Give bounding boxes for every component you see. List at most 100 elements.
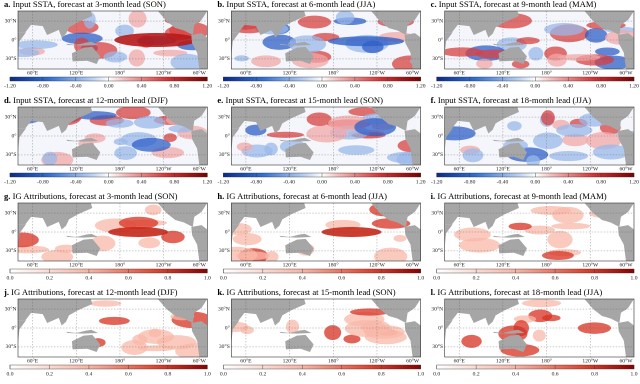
lon-label: 180° bbox=[541, 165, 552, 172]
anomaly bbox=[285, 319, 300, 334]
colorbar-label: -0.80 bbox=[464, 179, 476, 185]
lat-label: 0° bbox=[11, 228, 16, 235]
land bbox=[231, 32, 240, 56]
colorbar-label: 1.20 bbox=[416, 179, 426, 185]
anomaly bbox=[114, 146, 137, 160]
anomaly bbox=[526, 155, 541, 165]
lon-label: 60°E bbox=[454, 357, 466, 364]
map-frame bbox=[17, 10, 208, 70]
lon-label: 60°W bbox=[193, 261, 207, 268]
anomaly bbox=[558, 54, 601, 61]
panel-label: h. bbox=[217, 191, 224, 201]
lon-label: 60°W bbox=[193, 69, 207, 76]
panel-title: a. Input SSTA, forecast at 3-month lead … bbox=[4, 0, 166, 9]
map bbox=[18, 107, 208, 165]
colorbar-label: -1.20 bbox=[218, 83, 230, 89]
lat-label: 0° bbox=[225, 36, 230, 43]
lon-label: 60°W bbox=[193, 357, 207, 364]
lat-label: 30°N bbox=[218, 17, 230, 24]
colorbar-label: -1.20 bbox=[431, 83, 443, 89]
anomaly bbox=[532, 329, 546, 342]
anomaly bbox=[461, 334, 482, 348]
anomaly bbox=[476, 58, 493, 69]
colorbar bbox=[436, 268, 635, 274]
lon-label: 60°W bbox=[406, 69, 420, 76]
lon-label: 120°E bbox=[69, 357, 84, 364]
lon-label: 60°W bbox=[193, 165, 207, 172]
colorbar-label: 0.80 bbox=[383, 179, 393, 185]
colorbar-label: 0.2 bbox=[46, 371, 53, 377]
anomaly bbox=[128, 49, 145, 67]
anomaly bbox=[364, 329, 407, 345]
colorbar-label: -1.20 bbox=[4, 83, 16, 89]
land bbox=[18, 11, 93, 38]
panel-label: g. bbox=[4, 191, 10, 201]
anomaly bbox=[262, 34, 297, 50]
colorbar-label: 0.6 bbox=[552, 275, 559, 281]
colorbar-label: 0.2 bbox=[259, 275, 266, 281]
lon-label: 120°E bbox=[283, 165, 298, 172]
colorbar-label: 1.20 bbox=[416, 83, 426, 89]
colorbar-label: 0.80 bbox=[170, 83, 180, 89]
anomaly bbox=[547, 230, 573, 249]
land bbox=[444, 299, 519, 326]
anomaly bbox=[543, 22, 584, 36]
land bbox=[231, 11, 306, 38]
lon-label: 60°E bbox=[27, 261, 39, 268]
colorbar-label: 0.4 bbox=[85, 275, 92, 281]
panel-title: e. Input SSTA, forecast at 15-month lead… bbox=[217, 95, 383, 105]
anomaly bbox=[458, 237, 501, 253]
lon-label: 60°W bbox=[619, 357, 633, 364]
anomaly bbox=[343, 334, 361, 344]
lat-label: 0° bbox=[225, 132, 230, 139]
colorbar-label: 0.40 bbox=[563, 179, 573, 185]
lon-label: 120°W bbox=[156, 261, 173, 268]
colorbar-label: 0.0 bbox=[220, 275, 227, 281]
colorbar-label: -0.80 bbox=[250, 179, 262, 185]
lat-label: 30°N bbox=[5, 17, 17, 24]
land bbox=[617, 33, 634, 69]
colorbar-label: 0.2 bbox=[259, 371, 266, 377]
colorbar-label: -0.40 bbox=[70, 83, 82, 89]
anomaly bbox=[137, 345, 176, 352]
panel: c. Input SSTA, forecast at 9-month lead … bbox=[431, 0, 639, 89]
anomaly bbox=[335, 11, 355, 25]
land bbox=[584, 11, 634, 35]
map-frame bbox=[444, 10, 635, 70]
panel: g. IG Attributions, forecast at 3-month … bbox=[4, 191, 211, 281]
map bbox=[444, 11, 634, 69]
anomaly bbox=[551, 222, 591, 230]
panel: i. IG Attributions, forecast at 9-month … bbox=[431, 191, 638, 281]
colorbar-label: 1.0 bbox=[204, 275, 211, 281]
land bbox=[191, 33, 208, 69]
anomaly bbox=[306, 112, 332, 127]
map-frame bbox=[231, 10, 421, 70]
colorbar-label: 0.00 bbox=[317, 179, 327, 185]
land bbox=[18, 224, 27, 248]
colorbar-label: 1.0 bbox=[631, 371, 638, 377]
panel-title: h. IG Attributions, forecast at 6-month … bbox=[217, 191, 387, 201]
colorbar bbox=[9, 268, 208, 274]
colorbar-label: -0.40 bbox=[70, 179, 82, 185]
colorbar-label: 0.8 bbox=[378, 371, 385, 377]
panel-title-text: IG Attributions, forecast at 9-month lea… bbox=[437, 191, 606, 201]
land bbox=[71, 46, 101, 64]
lon-label: 180° bbox=[328, 261, 339, 268]
land bbox=[444, 107, 519, 134]
land bbox=[18, 203, 93, 230]
panel: j. IG Attributions, forecast at 12-month… bbox=[3, 287, 211, 377]
colorbar-label: 0.8 bbox=[378, 275, 385, 281]
land bbox=[18, 107, 93, 134]
colorbar-label: 0.0 bbox=[433, 275, 440, 281]
land bbox=[58, 133, 99, 142]
map-frame bbox=[231, 202, 421, 262]
lon-label: 60°W bbox=[406, 357, 420, 364]
colorbar-label: 0.0 bbox=[220, 371, 227, 377]
anomaly bbox=[18, 48, 40, 58]
anomaly bbox=[328, 36, 405, 47]
land bbox=[18, 320, 27, 344]
land bbox=[231, 299, 306, 326]
anomaly bbox=[103, 51, 128, 63]
panel-title: c. Input SSTA, forecast at 9-month lead … bbox=[431, 0, 597, 9]
lat-label: 0° bbox=[11, 324, 16, 331]
